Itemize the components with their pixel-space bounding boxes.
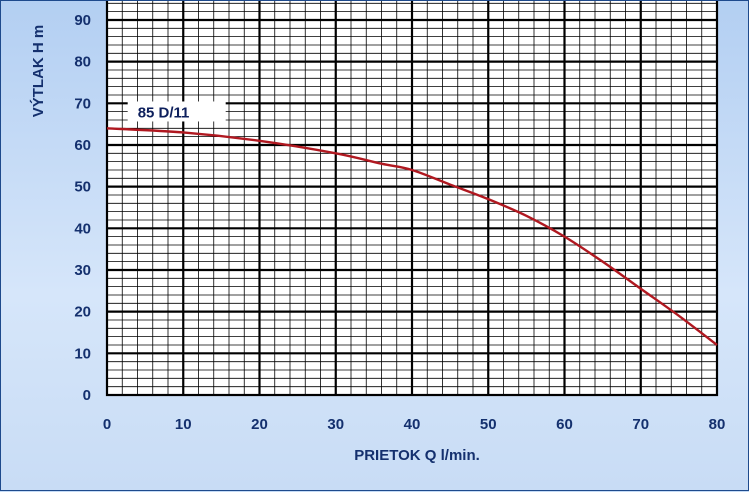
x-tick-label: 50 (480, 416, 497, 433)
x-tick-label: 10 (175, 416, 192, 433)
y-axis-title: VÝTLAK H m (29, 25, 47, 118)
x-tick-label: 40 (404, 416, 421, 433)
x-axis-title: PRIETOK Q l/min. (354, 447, 480, 464)
y-tick-label: 0 (83, 387, 91, 404)
x-tick-label: 0 (103, 416, 111, 433)
y-tick-label: 20 (74, 304, 91, 321)
y-tick-label: 10 (74, 345, 91, 362)
x-tick-labels: 0 10 20 30 40 50 60 70 80 (103, 416, 726, 433)
series-line (106, 127, 718, 346)
y-tick-labels: 0 10 20 30 40 50 60 70 80 90 (74, 12, 91, 404)
y-tick-label: 40 (74, 220, 91, 237)
plot-border (105, 1, 719, 397)
y-tick-label: 90 (74, 12, 91, 29)
series-label-box (127, 101, 226, 122)
x-tick-label: 30 (327, 416, 344, 433)
y-tick-label: 30 (74, 262, 91, 279)
minor-grid (107, 1, 717, 395)
y-tick-label: 50 (74, 179, 91, 196)
major-grid (107, 1, 717, 395)
x-tick-label: 70 (632, 416, 649, 433)
x-tick-label: 20 (251, 416, 268, 433)
x-tick-label: 80 (709, 416, 726, 433)
y-tick-label: 80 (74, 54, 91, 71)
y-tick-label: 60 (74, 137, 91, 154)
x-tick-label: 60 (556, 416, 573, 433)
series-group: 85 D/11 (106, 101, 718, 346)
series-label: 85 D/11 (138, 104, 190, 121)
y-tick-label: 70 (74, 95, 91, 112)
